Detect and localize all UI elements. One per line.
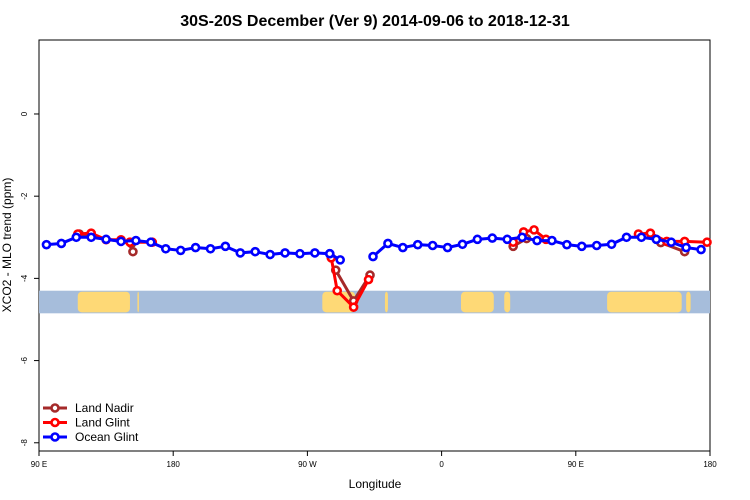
x-axis: 90 E 180 90 W 0 90 E 180: [31, 451, 717, 469]
data-point: [160, 243, 171, 254]
legend-label: Land Nadir: [75, 401, 134, 415]
x-tick-label: 180: [167, 460, 181, 469]
x-tick-label: 90 W: [298, 460, 317, 469]
y-tick-label: -2: [20, 192, 29, 200]
data-point: [591, 240, 602, 251]
data-point: [487, 233, 498, 243]
data-point: [71, 232, 82, 243]
data-point: [86, 232, 96, 243]
data-point: [116, 236, 126, 247]
y-tick-label: -4: [20, 274, 29, 282]
data-point: [41, 239, 52, 250]
land-mass: [607, 291, 682, 313]
data-point: [146, 237, 156, 248]
data-point: [472, 234, 483, 245]
data-point: [696, 244, 706, 255]
data-point: [702, 237, 712, 248]
ocean-band: [39, 290, 710, 314]
data-point: [666, 237, 677, 248]
data-point: [235, 248, 246, 258]
land-mass: [322, 291, 356, 313]
data-point: [101, 234, 111, 245]
data-point: [576, 241, 587, 252]
data-point: [128, 246, 138, 257]
y-axis-label: XCO2 - MLO trend (ppm): [0, 178, 14, 313]
x-tick-label: 90 E: [568, 460, 584, 469]
x-tick-label: 180: [703, 460, 717, 469]
legend-label: Land Glint: [75, 416, 130, 430]
legend-swatch-marker: [50, 417, 60, 428]
land-mass: [137, 291, 139, 313]
y-tick-label: 0: [20, 111, 29, 116]
data-point: [56, 238, 67, 249]
land-ocean-strip: [39, 290, 710, 314]
data-point: [205, 243, 216, 254]
data-point: [651, 234, 662, 245]
data-point: [250, 246, 261, 257]
data-point: [310, 248, 320, 258]
land-mass: [460, 291, 494, 313]
land-mass: [77, 291, 130, 313]
data-point: [529, 225, 539, 235]
x-tick-label: 0: [439, 460, 444, 469]
data-point: [295, 248, 305, 259]
y-tick-label: -8: [20, 439, 29, 447]
data-point: [368, 251, 378, 262]
land-mass: [384, 291, 388, 313]
data-point: [383, 238, 393, 249]
data-point: [532, 235, 542, 246]
data-point: [324, 248, 335, 259]
data-point: [606, 239, 617, 250]
data-point: [335, 255, 346, 265]
data-point: [363, 274, 374, 285]
data-point: [265, 249, 275, 260]
series-layer: [41, 225, 712, 312]
data-point: [517, 232, 527, 243]
data-point: [427, 240, 438, 251]
data-point: [621, 232, 632, 243]
data-point: [348, 302, 359, 312]
data-point: [681, 242, 691, 253]
series-line: [329, 257, 370, 309]
data-point: [645, 228, 656, 238]
data-point: [190, 242, 201, 253]
chart-title: 30S-20S December (Ver 9) 2014-09-06 to 2…: [180, 13, 570, 30]
series-ocean-glint: [41, 232, 706, 265]
data-point: [332, 285, 343, 296]
y-tick-label: -6: [20, 356, 29, 364]
data-point: [562, 239, 572, 250]
legend-label: Ocean Glint: [75, 430, 139, 444]
x-axis-label: Longitude: [349, 477, 402, 491]
data-point: [175, 245, 186, 256]
data-point: [547, 235, 557, 246]
data-point: [131, 235, 141, 246]
data-point: [636, 232, 647, 243]
land-mass: [686, 291, 691, 313]
data-point: [280, 248, 290, 258]
legend-swatch-marker: [50, 432, 60, 442]
data-point: [398, 242, 408, 253]
data-point: [457, 239, 468, 250]
land-mass: [504, 291, 511, 313]
data-point: [412, 239, 423, 250]
y-axis: 0 -2 -4 -6 -8: [20, 111, 39, 446]
x-tick-label: 90 E: [31, 460, 47, 469]
data-point: [502, 234, 513, 245]
legend-swatch-marker: [50, 403, 60, 413]
data-point: [220, 241, 231, 252]
data-point: [442, 242, 453, 253]
